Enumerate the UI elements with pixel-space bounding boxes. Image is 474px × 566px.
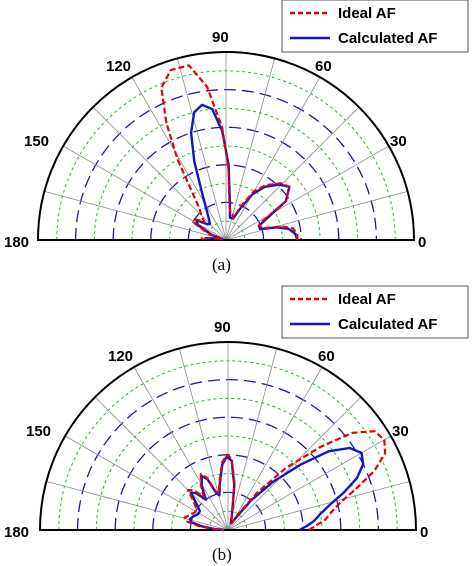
grid-spoke (227, 396, 362, 531)
angle-label-0: 0 (418, 234, 426, 251)
grid-spoke (44, 190, 227, 241)
angle-label-90: 90 (214, 319, 231, 336)
grid-spoke (227, 348, 278, 531)
grid-ring (131, 145, 321, 241)
grid-ring (171, 473, 285, 531)
series-calculated-af (188, 446, 365, 532)
grid-spoke (178, 348, 229, 531)
angle-label-120: 120 (108, 348, 133, 365)
grid-spoke (133, 366, 229, 531)
grid-ring (208, 510, 248, 531)
polar-chart-a: 0 30 60 90 120 150 180 Ideal AF Calculat… (4, 0, 469, 274)
grid-spoke (131, 76, 227, 241)
grid-spoke (227, 366, 323, 531)
angle-label-30: 30 (390, 133, 407, 150)
angle-labels-b: 0 30 60 90 120 150 180 (4, 319, 428, 541)
angle-label-180: 180 (4, 234, 29, 251)
legend-calculated-label: Calculated AF (338, 30, 437, 47)
angle-label-120: 120 (106, 58, 131, 75)
grid-spoke (225, 145, 390, 241)
angle-label-90: 90 (212, 29, 229, 46)
legend-box (281, 285, 469, 339)
angle-label-60: 60 (315, 58, 332, 75)
grid-spoke (225, 190, 408, 241)
legend-b: Ideal AF Calculated AF (281, 285, 469, 339)
angle-label-150: 150 (26, 423, 51, 440)
legend-calculated-label: Calculated AF (338, 316, 437, 333)
polar-grid-a (36, 51, 416, 241)
grid-spoke (225, 106, 360, 241)
grid-spoke (225, 58, 276, 241)
grid-spoke (64, 435, 229, 531)
grid-ring (169, 183, 283, 241)
grid-spoke (176, 58, 227, 241)
angle-labels-a: 0 30 60 90 120 150 180 (4, 29, 426, 251)
grid-spoke (46, 480, 229, 531)
polar-chart-b: 0 30 60 90 120 150 180 Ideal AF Calculat… (4, 285, 469, 564)
grid-spoke (227, 435, 392, 531)
grid-spoke (225, 76, 321, 241)
curves-a (160, 64, 299, 241)
panel-caption-a: (a) (212, 255, 231, 274)
angle-label-0: 0 (420, 524, 428, 541)
series-ideal-af (183, 430, 387, 532)
legend-a: Ideal AF Calculated AF (281, 0, 469, 53)
curves-b (183, 430, 387, 532)
grid-ring (133, 435, 323, 531)
legend-box (281, 0, 469, 53)
angle-label-60: 60 (318, 348, 335, 365)
angle-label-180: 180 (4, 524, 29, 541)
panel-caption-b: (b) (212, 545, 232, 564)
grid-spoke (92, 106, 227, 241)
polar-boundary (38, 341, 418, 531)
legend-ideal-label: Ideal AF (338, 291, 396, 308)
angle-label-150: 150 (24, 133, 49, 150)
grid-spoke (227, 480, 410, 531)
polar-boundary (36, 51, 416, 241)
series-ideal-af (160, 64, 299, 241)
angle-label-30: 30 (392, 423, 409, 440)
legend-ideal-label: Ideal AF (338, 5, 396, 22)
grid-spoke (94, 396, 229, 531)
polar-grid-b (38, 341, 418, 531)
